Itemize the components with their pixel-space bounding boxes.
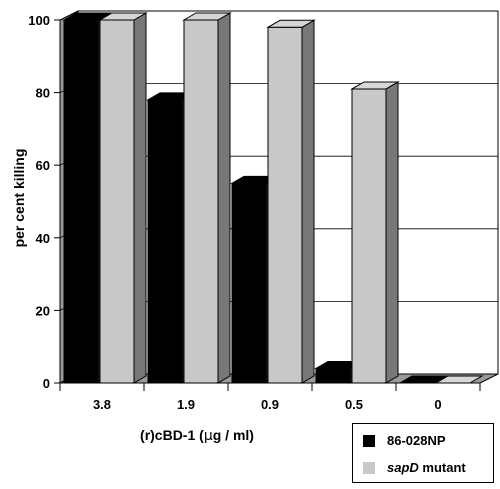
legend-label-series-2: sapD mutant xyxy=(387,460,466,475)
bar-side xyxy=(385,81,399,384)
bar-top xyxy=(350,81,400,90)
bar-front xyxy=(267,26,303,384)
legend-item-series-2: sapD mutant xyxy=(363,460,466,475)
x-tick-label: 0.9 xyxy=(261,397,279,412)
bar-side xyxy=(133,12,147,384)
y-axis-title: per cent killing xyxy=(11,149,27,248)
x-tick-label: 0.5 xyxy=(345,397,363,412)
bar-1-5 xyxy=(398,375,448,384)
bar-2-1 xyxy=(98,12,148,384)
bar-top xyxy=(98,12,148,21)
bar-top xyxy=(62,12,112,21)
y-axis-ticks: 0 20 40 60 80 100 xyxy=(28,13,60,391)
bar-front xyxy=(63,19,99,384)
y-tick-label: 0 xyxy=(43,376,50,391)
legend: 86-028NP sapD mutant xyxy=(352,423,494,483)
bar-front xyxy=(351,88,387,384)
bar-front xyxy=(231,182,267,384)
legend-label-series-1: 86-028NP xyxy=(387,433,446,448)
x-axis-ticks: 3.8 1.9 0.9 0.5 0 xyxy=(59,383,481,412)
grid-line xyxy=(59,10,498,21)
bar-2-5 xyxy=(434,375,484,384)
x-tick-label: 0 xyxy=(434,397,441,412)
y-tick-label: 100 xyxy=(28,13,50,28)
bar-top xyxy=(266,19,316,28)
bar-2-4 xyxy=(350,81,400,384)
bar-front xyxy=(147,99,183,384)
legend-swatch-series-1 xyxy=(363,434,375,447)
y-tick-label: 40 xyxy=(36,231,50,246)
bar-top xyxy=(182,12,232,21)
x-axis-title: (r)cBD-1 (μg / ml) xyxy=(140,427,254,444)
x-tick-label: 3.8 xyxy=(93,397,111,412)
y-tick-label: 20 xyxy=(36,303,50,318)
bar-front xyxy=(315,367,351,384)
bar-top xyxy=(434,375,484,384)
y-tick-label: 60 xyxy=(36,158,50,173)
bars xyxy=(62,12,484,384)
bar-2-3 xyxy=(266,19,316,384)
legend-item-series-1: 86-028NP xyxy=(363,433,446,448)
bar-2-2 xyxy=(182,12,232,384)
legend-swatch-series-2 xyxy=(363,461,375,474)
y-tick-label: 80 xyxy=(36,86,50,101)
bar-side xyxy=(301,19,315,384)
bar-top xyxy=(398,375,448,384)
bar-front xyxy=(99,19,135,384)
bar-front xyxy=(183,19,219,384)
x-tick-label: 1.9 xyxy=(177,397,195,412)
bar-side xyxy=(217,12,231,384)
